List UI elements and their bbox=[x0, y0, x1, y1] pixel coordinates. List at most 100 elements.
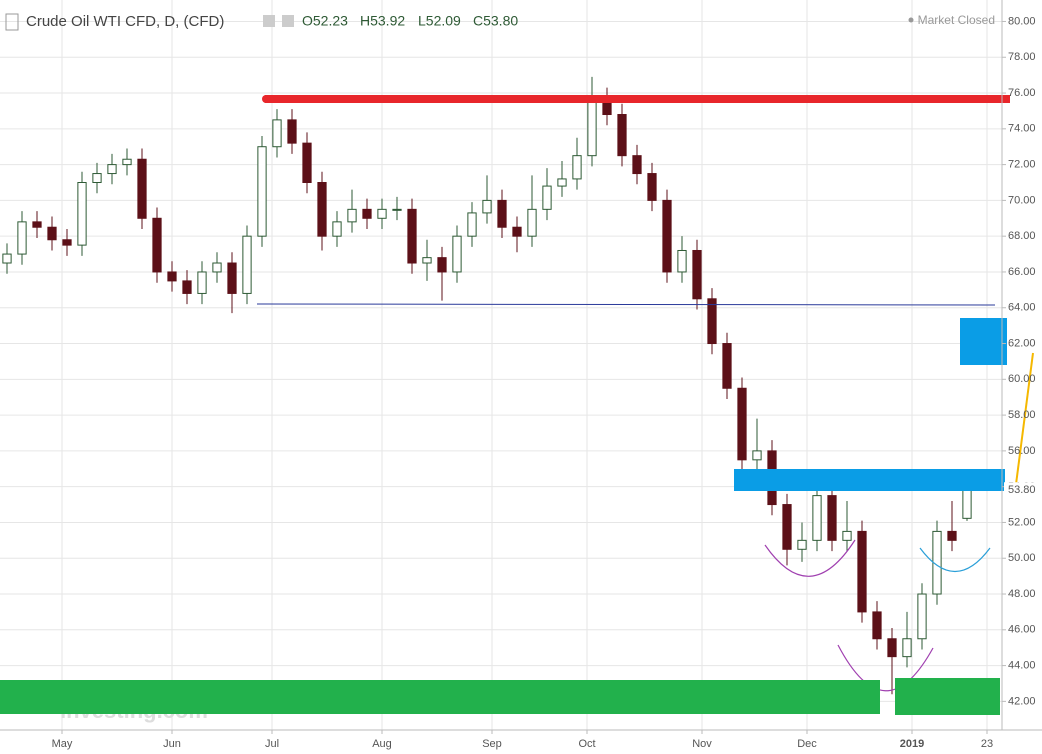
settings-icon[interactable] bbox=[282, 15, 294, 27]
candle-body bbox=[902, 638, 912, 658]
y-tick-label: 68.00 bbox=[1008, 230, 1036, 242]
candle-body bbox=[572, 155, 582, 180]
quote-high: H53.92 bbox=[360, 13, 405, 29]
candle-body bbox=[2, 253, 12, 264]
axes: 42.0044.0046.0048.0050.0052.0054.0056.00… bbox=[52, 15, 1042, 750]
y-tick-label: 56.00 bbox=[1008, 445, 1036, 457]
candle-body bbox=[392, 208, 402, 211]
quote-low: L52.09 bbox=[418, 13, 461, 29]
candle-body bbox=[557, 178, 567, 187]
y-tick-label: 74.00 bbox=[1008, 123, 1036, 135]
candle-body bbox=[872, 611, 882, 640]
candle-body bbox=[782, 504, 792, 550]
candle-body bbox=[377, 208, 387, 219]
y-tick-label: 80.00 bbox=[1008, 15, 1036, 27]
market-status: Market Closed bbox=[918, 13, 995, 27]
candle-body bbox=[332, 221, 342, 237]
candle-body bbox=[197, 271, 207, 294]
y-tick-label: 66.00 bbox=[1008, 266, 1036, 278]
candle-body bbox=[107, 164, 117, 175]
shoulder-arc bbox=[919, 547, 991, 572]
y-tick-label: 58.00 bbox=[1008, 409, 1036, 421]
collapse-icon[interactable] bbox=[5, 13, 19, 31]
support-line bbox=[256, 303, 996, 306]
candle-body bbox=[842, 530, 852, 541]
candle-body bbox=[242, 235, 252, 294]
candle-body bbox=[437, 257, 447, 273]
y-tick-label: 50.00 bbox=[1008, 552, 1036, 564]
candle-body bbox=[947, 530, 957, 541]
candle-body bbox=[587, 101, 597, 157]
candle-body bbox=[287, 119, 297, 144]
candle-body bbox=[962, 489, 972, 519]
candle-body bbox=[677, 249, 687, 273]
candle-body bbox=[737, 387, 747, 461]
candle-body bbox=[17, 221, 27, 255]
candle-body bbox=[617, 114, 627, 157]
candle-body bbox=[752, 450, 762, 461]
candle-body bbox=[362, 208, 372, 219]
candle-body bbox=[257, 146, 267, 237]
candle-body bbox=[32, 221, 42, 228]
candle-body bbox=[182, 280, 192, 294]
candle-body bbox=[887, 638, 897, 658]
candle-body bbox=[122, 158, 132, 166]
candle-body bbox=[917, 593, 927, 640]
y-tick-label: 60.00 bbox=[1008, 373, 1036, 385]
candle-body bbox=[662, 199, 672, 273]
candles bbox=[2, 76, 972, 695]
x-tick-label: 2019 bbox=[900, 738, 924, 750]
head-arc bbox=[837, 644, 934, 692]
candle-body bbox=[812, 495, 822, 541]
x-tick-label: Oct bbox=[578, 738, 595, 750]
candle-body bbox=[857, 530, 867, 613]
y-tick-label: 42.00 bbox=[1008, 695, 1036, 707]
candle-body bbox=[647, 173, 657, 201]
candle-body bbox=[302, 142, 312, 183]
x-tick-label: 23 bbox=[981, 738, 993, 750]
candle-body bbox=[452, 235, 462, 273]
y-tick-label: 70.00 bbox=[1008, 194, 1036, 206]
candle-body bbox=[272, 119, 282, 148]
x-tick-label: May bbox=[52, 738, 73, 750]
candle-body bbox=[47, 226, 57, 241]
candle-body bbox=[827, 495, 837, 541]
candle-body bbox=[632, 155, 642, 175]
candle-body bbox=[527, 208, 537, 237]
symbol-title: Crude Oil WTI CFD, D, (CFD) bbox=[26, 13, 224, 30]
candle-body bbox=[797, 539, 807, 550]
support-zone bbox=[0, 680, 880, 714]
zone-rect bbox=[734, 469, 1005, 491]
x-tick-label: Sep bbox=[482, 738, 502, 750]
candle-body bbox=[62, 239, 72, 246]
y-tick-label: 52.00 bbox=[1008, 516, 1036, 528]
candle-body bbox=[167, 271, 177, 282]
shoulder-arc bbox=[764, 539, 856, 577]
status-dot bbox=[908, 17, 914, 23]
y-tick-label: 62.00 bbox=[1008, 337, 1036, 349]
candle-body bbox=[422, 257, 432, 264]
candle-body bbox=[137, 158, 147, 219]
candle-body bbox=[467, 212, 477, 237]
y-tick-label: 72.00 bbox=[1008, 159, 1036, 171]
x-tick-label: Nov bbox=[692, 738, 712, 750]
candle-body bbox=[602, 101, 612, 116]
target-rect bbox=[960, 318, 1007, 365]
candle-body bbox=[407, 208, 417, 264]
grid bbox=[0, 0, 1002, 730]
y-tick-label: 44.00 bbox=[1008, 659, 1036, 671]
candle-body bbox=[317, 182, 327, 237]
y-tick-label: 48.00 bbox=[1008, 588, 1036, 600]
quote-open: O52.23 bbox=[302, 13, 348, 29]
candle-body bbox=[692, 249, 702, 300]
settings-icon[interactable] bbox=[263, 15, 275, 27]
y-tick-label: 78.00 bbox=[1008, 51, 1036, 63]
price-label: 53.80 bbox=[1008, 484, 1036, 496]
line-handle bbox=[262, 95, 270, 103]
candle-body bbox=[707, 298, 717, 345]
candle-body bbox=[497, 199, 507, 228]
y-tick-label: 64.00 bbox=[1008, 302, 1036, 314]
support-zone bbox=[895, 678, 1000, 715]
